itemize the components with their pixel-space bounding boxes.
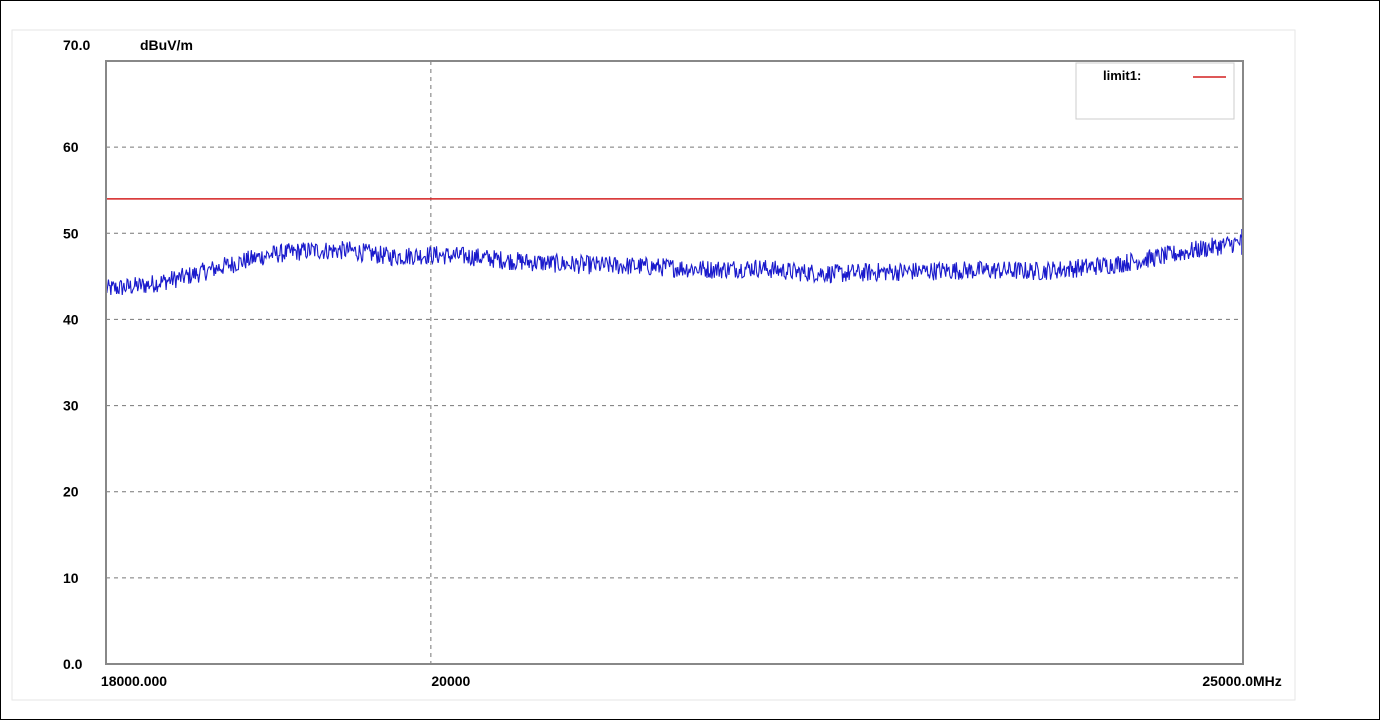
x-tick-label: 18000.000	[101, 673, 167, 689]
y-tick-label: 30	[63, 398, 79, 414]
y-axis-ticks: 70.0 60 50 40 30 20 10 0.0	[63, 37, 90, 672]
legend-label-limit1: limit1:	[1103, 68, 1141, 83]
x-axis-unit-label: MHz	[1253, 673, 1282, 689]
x-axis-ticks: 18000.000 20000 25000.0	[101, 673, 1253, 689]
legend-box	[1075, 62, 1235, 120]
y-tick-label: 0.0	[63, 656, 83, 672]
y-tick-label: 70.0	[63, 37, 90, 53]
series-measurement-trace	[105, 234, 1244, 296]
grid-lines	[106, 61, 1243, 664]
legend: limit1:	[1075, 62, 1235, 120]
y-tick-label: 20	[63, 484, 79, 500]
y-axis-unit-label: dBuV/m	[140, 37, 193, 53]
plot-area	[105, 60, 1244, 665]
y-tick-label: 40	[63, 311, 79, 327]
y-tick-label: 10	[63, 570, 79, 586]
x-tick-label: 20000	[431, 673, 470, 689]
y-tick-label: 60	[63, 139, 79, 155]
y-tick-label: 50	[63, 225, 79, 241]
x-tick-label: 25000.0	[1202, 673, 1253, 689]
